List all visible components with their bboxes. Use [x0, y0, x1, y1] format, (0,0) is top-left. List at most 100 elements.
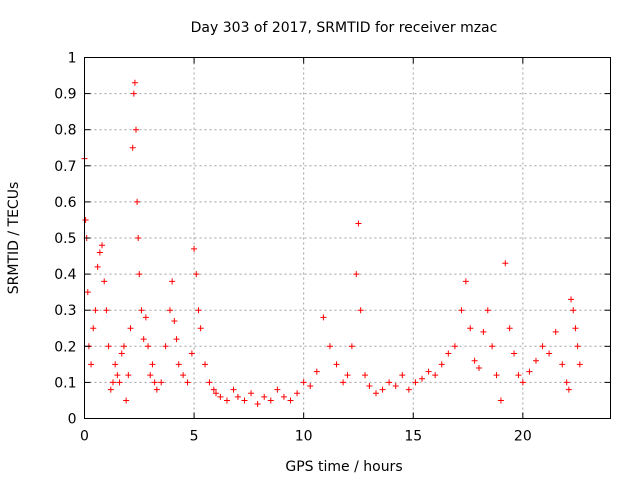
y-tick-label: 0.9 [54, 87, 76, 103]
data-point [379, 386, 386, 393]
data-point [539, 343, 546, 350]
data-point [294, 390, 301, 397]
data-point [120, 343, 127, 350]
data-point [489, 343, 496, 350]
data-point [197, 325, 204, 332]
data-point [419, 375, 426, 382]
data-point [114, 372, 121, 379]
data-point [467, 325, 474, 332]
data-point [348, 343, 355, 350]
data-point [392, 383, 399, 390]
data-point [462, 278, 469, 285]
data-point [134, 198, 141, 205]
data-point [506, 325, 513, 332]
data-point [84, 289, 91, 296]
data-points [81, 79, 583, 408]
data-point [88, 361, 95, 368]
data-point [206, 379, 213, 386]
data-point [366, 383, 373, 390]
data-point [149, 361, 156, 368]
data-point [432, 372, 439, 379]
data-point [570, 307, 577, 314]
x-tick-label: 15 [404, 429, 422, 445]
x-tick-label: 20 [514, 429, 532, 445]
grid-lines [84, 57, 611, 419]
data-point [96, 249, 103, 256]
data-point [326, 343, 333, 350]
data-point [105, 343, 112, 350]
y-tick-label: 0.8 [54, 123, 76, 139]
data-point [135, 235, 142, 241]
data-point [357, 307, 364, 314]
data-point [502, 260, 509, 267]
data-point [480, 328, 487, 335]
data-point [425, 368, 432, 375]
x-tick-label: 5 [190, 429, 199, 445]
y-tick-label: 0.6 [54, 195, 76, 211]
data-point [131, 79, 138, 86]
chart-title: Day 303 of 2017, SRMTID for receiver mza… [191, 20, 498, 36]
data-point [82, 216, 89, 223]
data-point [145, 343, 152, 350]
data-point [210, 386, 217, 393]
y-tick-label: 0.2 [54, 339, 76, 355]
data-point [195, 307, 202, 314]
data-point [223, 397, 230, 404]
data-point [101, 278, 108, 285]
data-point [90, 325, 97, 332]
data-point [118, 350, 125, 357]
data-point [230, 386, 237, 393]
data-point [180, 372, 187, 379]
data-point [438, 361, 445, 368]
data-point [307, 383, 314, 390]
data-point [109, 379, 116, 386]
data-point [484, 307, 491, 314]
data-point [175, 361, 182, 368]
data-point [511, 350, 518, 357]
y-tick-label: 0.7 [54, 159, 76, 175]
data-point [559, 361, 566, 368]
data-point [497, 397, 504, 404]
data-point [445, 350, 452, 357]
data-point [261, 393, 268, 400]
data-point [213, 390, 219, 397]
data-point [184, 379, 191, 386]
x-tick-label: 10 [295, 429, 313, 445]
data-point [153, 386, 160, 393]
data-point [451, 343, 458, 350]
data-point [173, 336, 180, 343]
data-point [340, 379, 347, 386]
data-point [333, 361, 340, 368]
y-tick-label: 0.1 [54, 375, 76, 391]
data-point [287, 397, 294, 404]
data-point [241, 397, 248, 404]
data-point [158, 379, 165, 386]
y-tick-label: 1 [68, 51, 77, 67]
data-point [193, 271, 200, 278]
data-point [313, 368, 320, 375]
data-point [123, 397, 130, 404]
data-point [147, 372, 154, 379]
data-point [133, 126, 140, 133]
data-point [372, 390, 379, 397]
data-point [355, 220, 362, 227]
data-point [267, 397, 274, 404]
data-point [202, 361, 209, 368]
data-point [568, 296, 575, 303]
data-point [532, 357, 539, 364]
data-point [362, 372, 369, 379]
data-point [572, 325, 579, 332]
data-point [140, 336, 147, 343]
data-point [99, 242, 106, 249]
data-point [188, 350, 195, 357]
data-point [142, 314, 149, 321]
y-tick-label: 0.4 [54, 267, 76, 283]
data-point [254, 401, 261, 408]
data-point [280, 393, 287, 400]
y-tick-label: 0.3 [54, 303, 76, 319]
data-point [320, 314, 327, 321]
plot-frame [84, 57, 611, 419]
data-point [94, 263, 101, 270]
data-point [526, 368, 533, 375]
x-tick-label: 0 [80, 429, 89, 445]
